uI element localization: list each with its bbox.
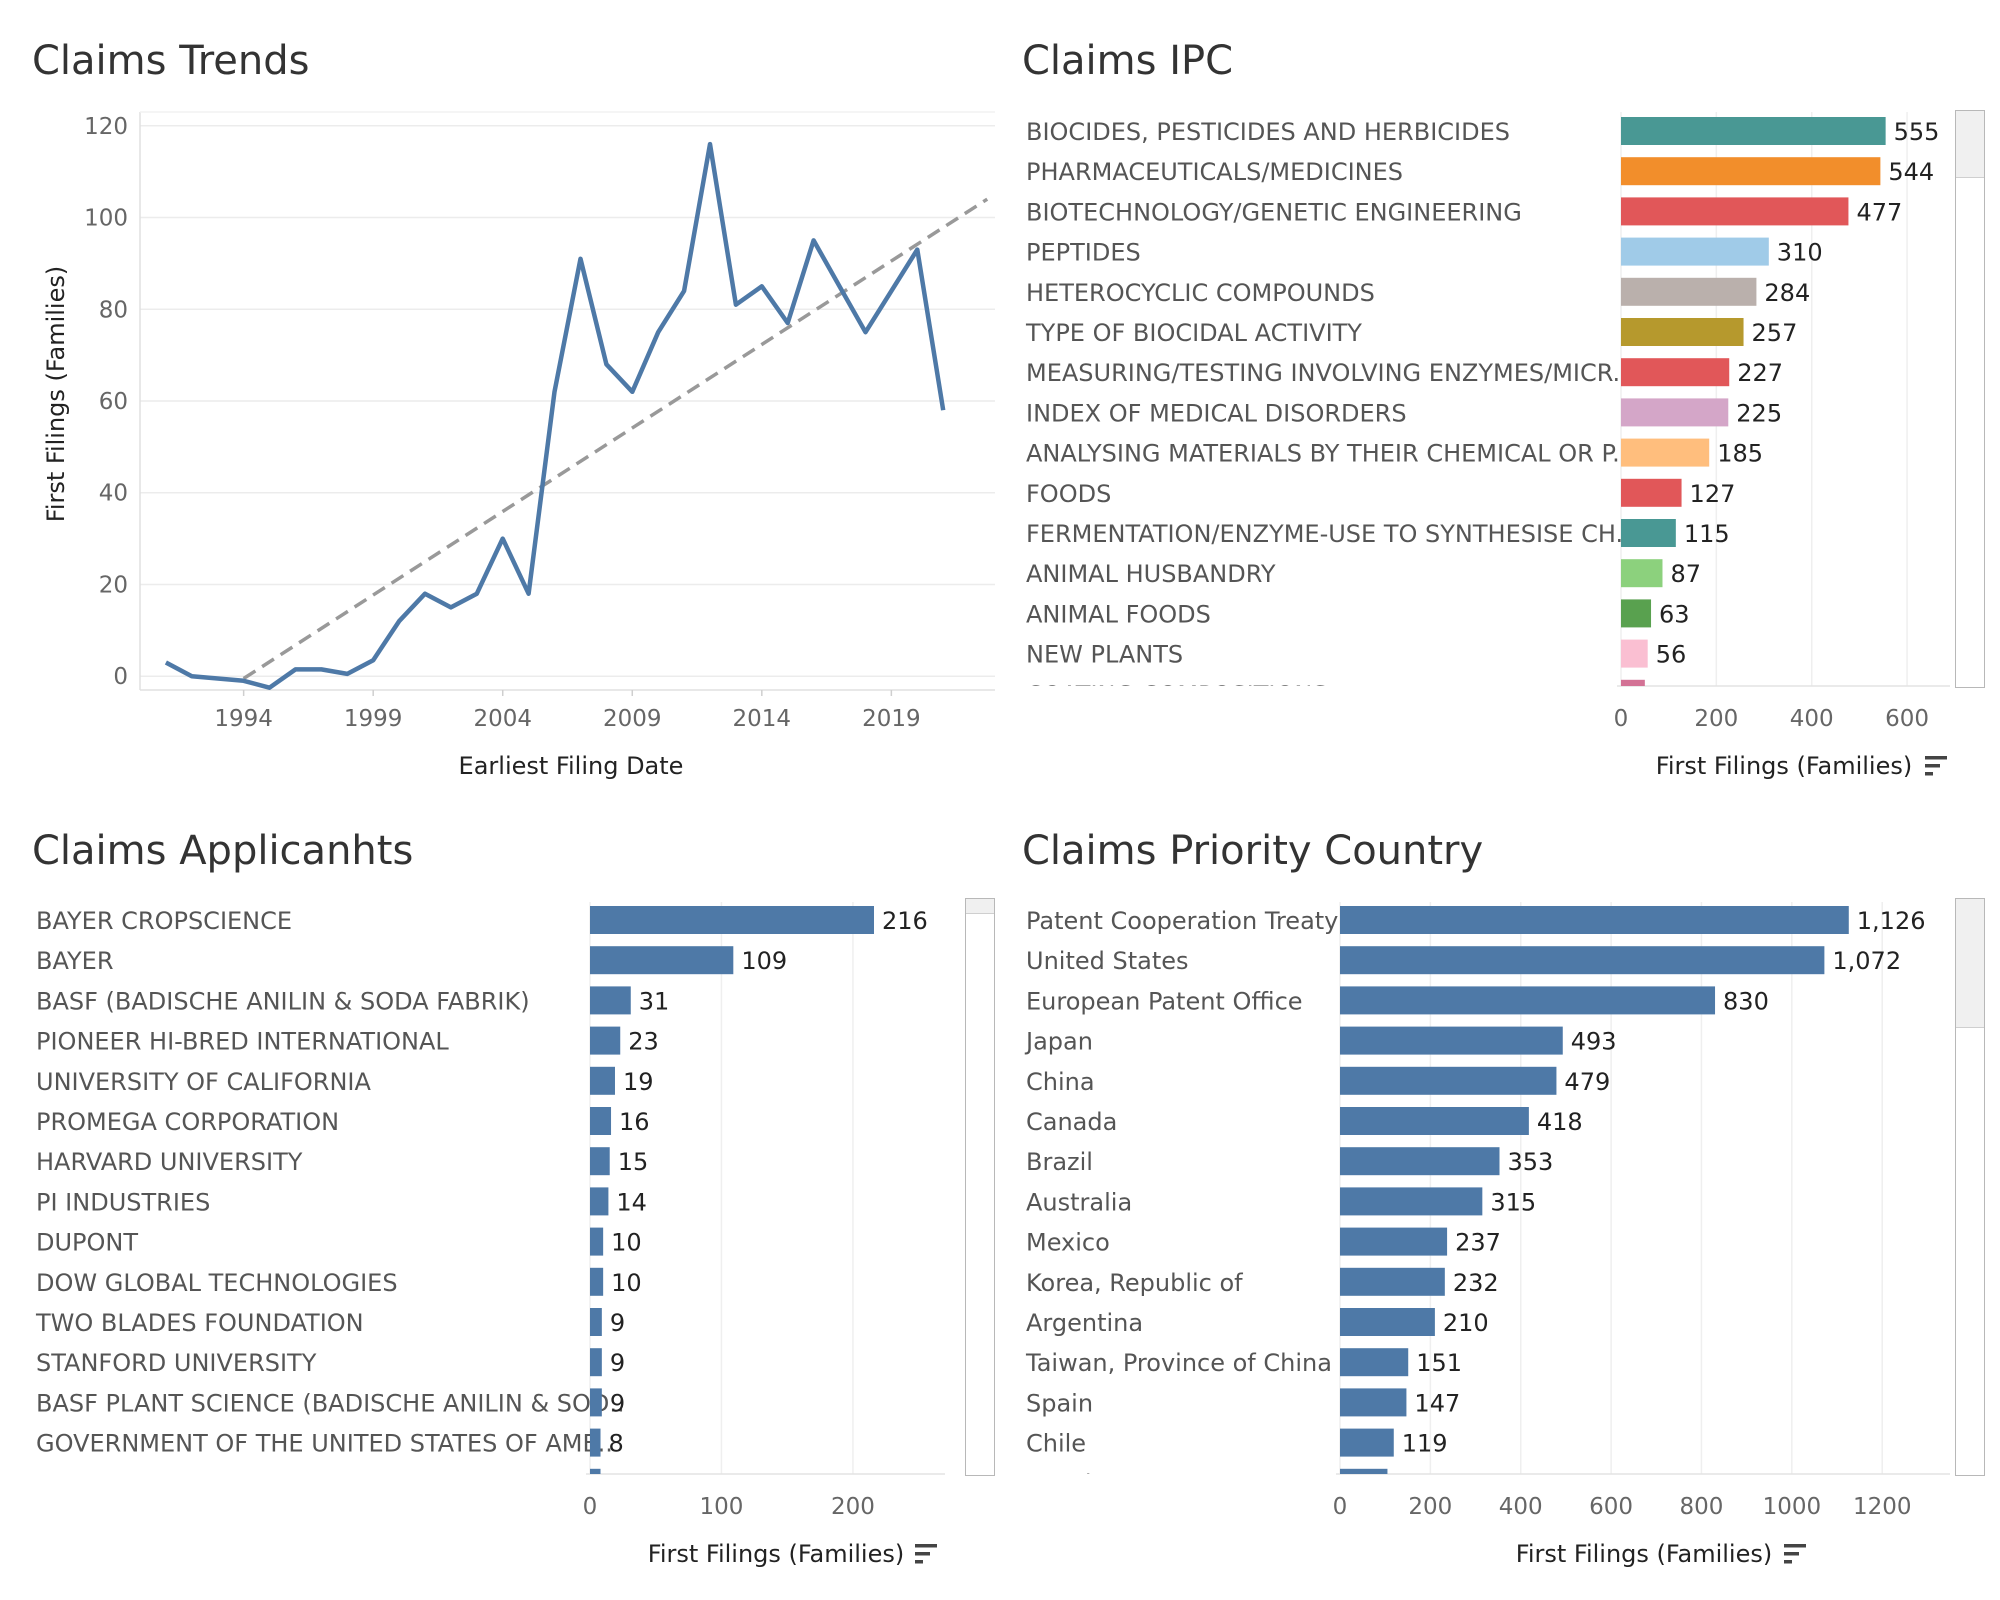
- country-bar[interactable]: [1340, 1107, 1529, 1135]
- country-bar[interactable]: [1340, 1228, 1447, 1256]
- country-value-label: 237: [1455, 1229, 1501, 1257]
- country-category-label: Korea, Republic of: [1026, 1269, 1243, 1297]
- country-bar[interactable]: [1340, 1469, 1387, 1497]
- country-category-label: Japan: [1024, 1028, 1093, 1056]
- country-x-tick-label: 1000: [1763, 1494, 1822, 1520]
- country-scroll-thumb[interactable]: [1956, 899, 1984, 1028]
- country-category-label: Chile: [1026, 1430, 1086, 1458]
- country-sort-icon[interactable]: [1784, 1544, 1806, 1564]
- country-value-label: 479: [1564, 1068, 1610, 1096]
- country-x-tick-label: 600: [1589, 1494, 1633, 1520]
- country-scrollbar[interactable]: [1955, 898, 1985, 1476]
- country-x-tick-label: 0: [1333, 1494, 1348, 1520]
- country-value-label: 1,072: [1832, 947, 1901, 975]
- country-value-label: 353: [1508, 1148, 1554, 1176]
- country-x-tick-label: 1200: [1853, 1494, 1912, 1520]
- country-category-label: Mexico: [1026, 1229, 1110, 1257]
- country-bar[interactable]: [1340, 986, 1715, 1014]
- country-value-label: 151: [1416, 1349, 1462, 1377]
- country-value-label: 493: [1571, 1028, 1617, 1056]
- country-category-label: China: [1026, 1068, 1095, 1096]
- country-bar[interactable]: [1340, 946, 1824, 974]
- country-category-label: Canada: [1026, 1108, 1117, 1136]
- country-value-label: 315: [1490, 1188, 1536, 1216]
- country-category-label: Israel: [1026, 1470, 1092, 1498]
- country-bar[interactable]: [1340, 1388, 1406, 1416]
- country-category-label: United States: [1026, 947, 1189, 975]
- country-bar[interactable]: [1340, 1308, 1435, 1336]
- country-x-axis-title: First Filings (Families): [1516, 1540, 1772, 1568]
- country-x-tick-label: 400: [1499, 1494, 1543, 1520]
- country-bar[interactable]: [1340, 1348, 1408, 1376]
- country-value-label: 210: [1443, 1309, 1489, 1337]
- country-bar[interactable]: [1340, 1147, 1500, 1175]
- country-bar[interactable]: [1340, 906, 1849, 934]
- country-x-tick-label: 800: [1680, 1494, 1724, 1520]
- country-value-label: 147: [1414, 1389, 1460, 1417]
- country-category-label: Taiwan, Province of China: [1025, 1349, 1332, 1377]
- country-bar[interactable]: [1340, 1027, 1563, 1055]
- country-value-label: 830: [1723, 987, 1769, 1015]
- country-value-label: 1,126: [1857, 907, 1926, 935]
- country-value-label: 232: [1453, 1269, 1499, 1297]
- country-x-tick-label: 200: [1408, 1494, 1452, 1520]
- country-category-label: Brazil: [1026, 1148, 1093, 1176]
- country-bar[interactable]: [1340, 1187, 1482, 1215]
- country-category-label: European Patent Office: [1026, 987, 1303, 1015]
- country-category-label: Spain: [1026, 1389, 1093, 1417]
- country-value-label: 418: [1537, 1108, 1583, 1136]
- country-category-label: Argentina: [1026, 1309, 1143, 1337]
- country-category-label: Patent Cooperation Treaty: [1026, 907, 1338, 935]
- country-bar[interactable]: [1340, 1067, 1556, 1095]
- country-category-label: Australia: [1026, 1188, 1132, 1216]
- country-bar[interactable]: [1340, 1268, 1445, 1296]
- country-bar[interactable]: [1340, 1429, 1394, 1457]
- country-value-label: 119: [1402, 1430, 1448, 1458]
